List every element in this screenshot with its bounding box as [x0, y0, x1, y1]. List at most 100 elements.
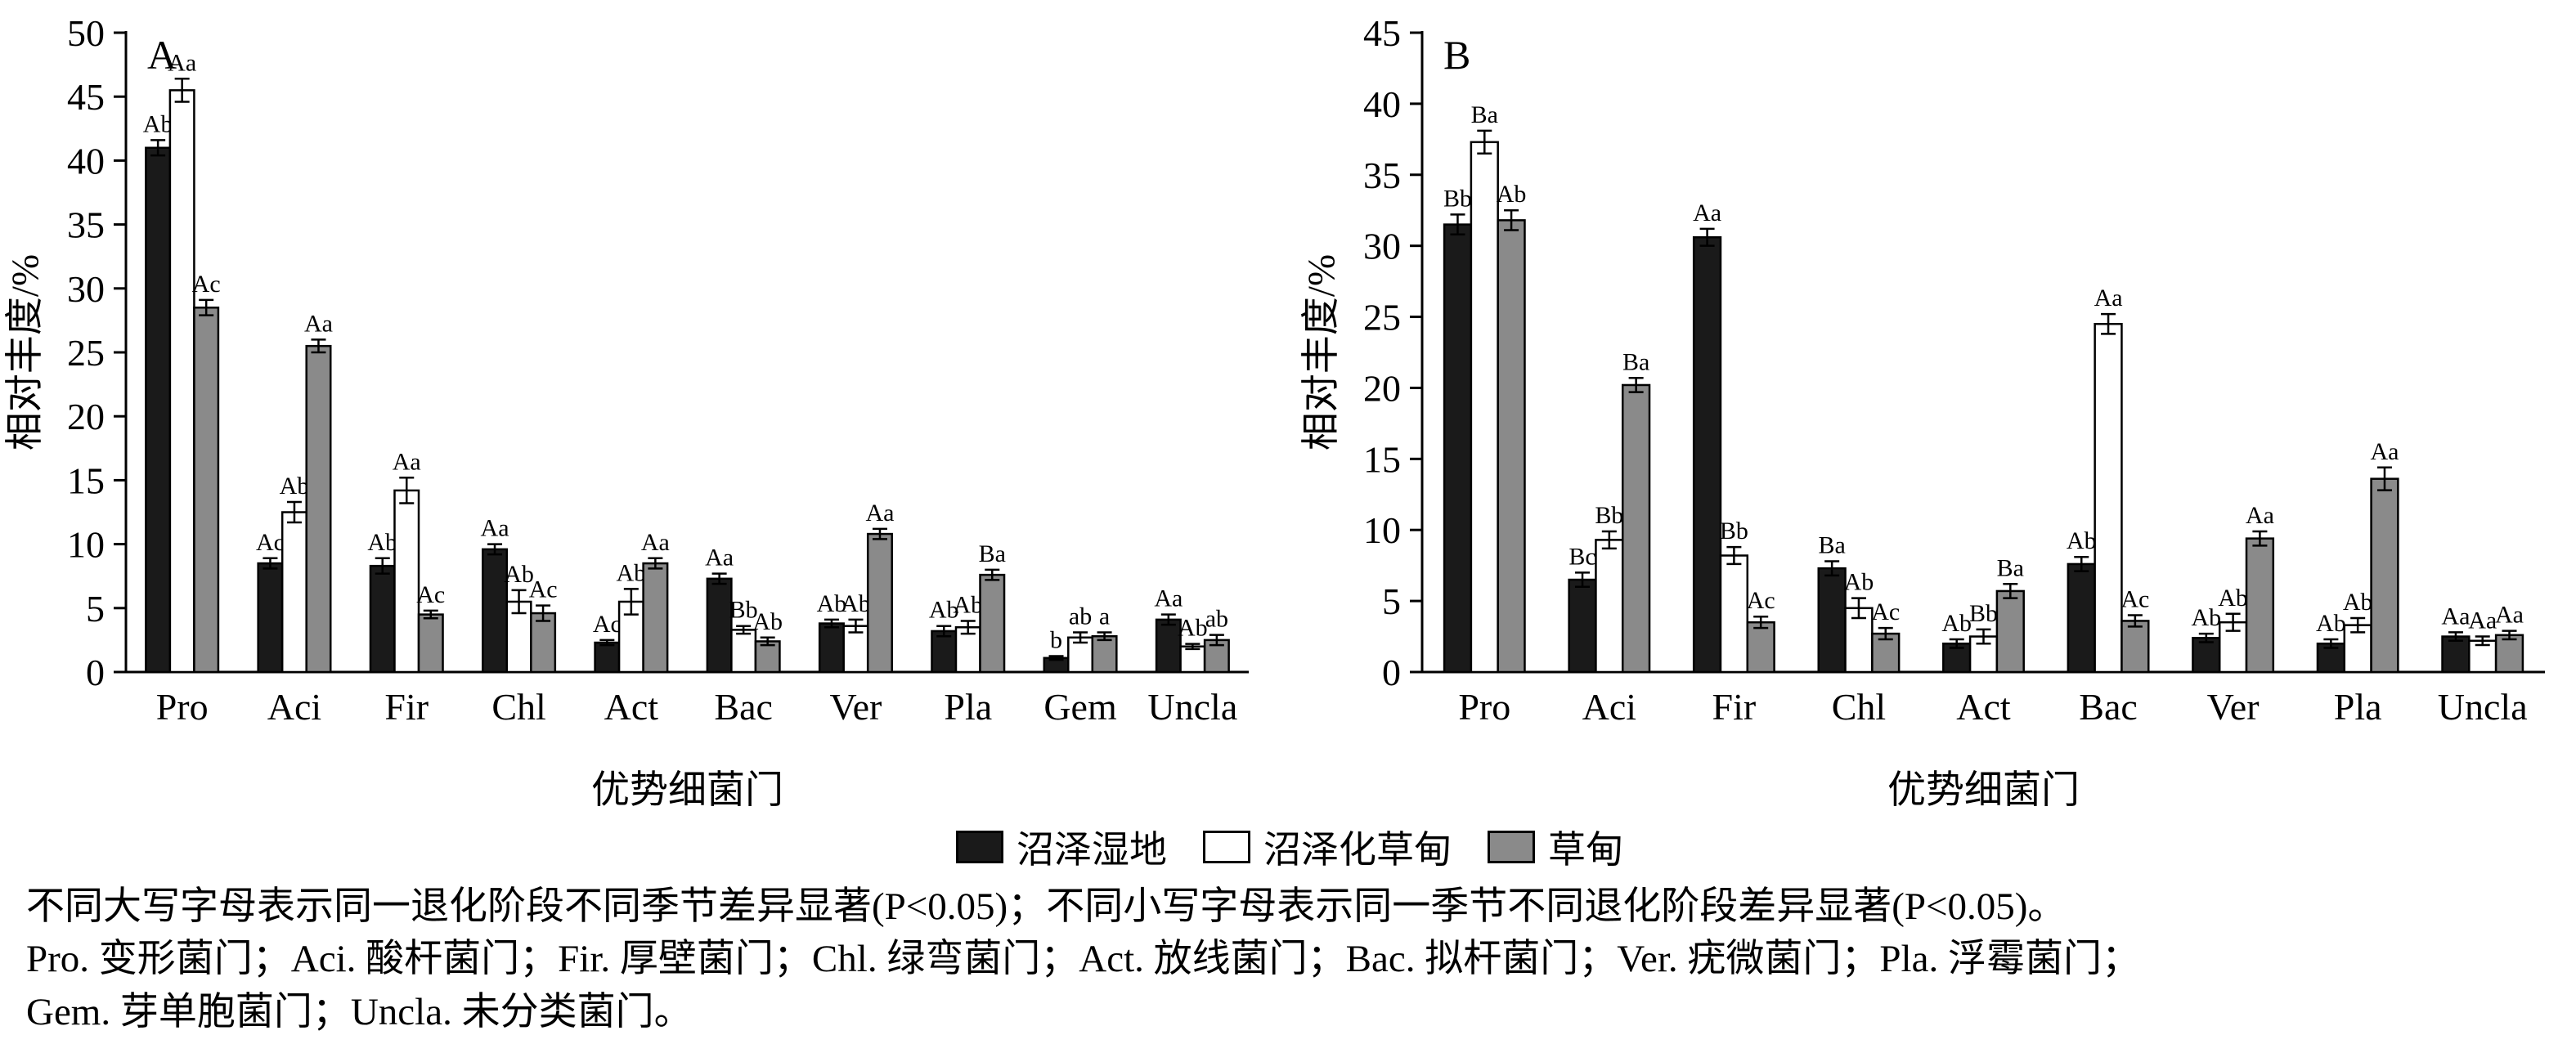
significance-label: Ba — [1818, 531, 1845, 558]
bar — [1692, 235, 1722, 674]
significance-label: Aa — [2370, 438, 2399, 465]
y-axis-title: 相对丰度/% — [4, 254, 47, 450]
panel-label: B — [1443, 32, 1470, 78]
bar — [417, 613, 444, 674]
bar — [257, 562, 284, 674]
x-tick-label: Act — [604, 686, 659, 728]
significance-label: Ab — [1941, 610, 1972, 637]
significance-label: Ab — [2343, 589, 2373, 616]
bar — [818, 622, 845, 674]
significance-label: Ac — [192, 271, 221, 298]
x-tick-label: Pla — [944, 686, 992, 728]
significance-label: Ab — [504, 561, 534, 588]
y-tick-label: 15 — [1363, 438, 1401, 480]
significance-label: Ac — [256, 529, 285, 556]
significance-label: Bb — [1443, 185, 1472, 212]
legend-swatch-marshy-meadow — [1203, 831, 1250, 863]
y-tick-label: 0 — [1382, 652, 1401, 693]
significance-label: Ab — [817, 590, 847, 617]
x-tick-label: Uncla — [1147, 686, 1237, 728]
significance-label: Ab — [1178, 615, 1208, 642]
bar — [1091, 634, 1118, 674]
y-tick-label: 45 — [67, 76, 105, 118]
significance-label: Aa — [2094, 285, 2123, 311]
y-tick-label: 5 — [1382, 580, 1401, 622]
bar — [2094, 322, 2123, 674]
bar — [168, 89, 195, 674]
significance-label: Bb — [1720, 518, 1748, 544]
y-tick-label: 15 — [67, 459, 105, 501]
bar — [1470, 141, 1499, 674]
legend-swatch-meadow — [1488, 831, 1535, 863]
significance-label: Ac — [2120, 585, 2149, 612]
y-tick-label: 10 — [67, 524, 105, 566]
bar — [706, 577, 733, 674]
significance-label: Ba — [1471, 101, 1498, 128]
bar — [2067, 562, 2096, 674]
bar — [1497, 219, 1526, 674]
x-tick-label: Pro — [156, 686, 209, 728]
significance-label: a — [1099, 603, 1110, 630]
significance-label: Ab — [143, 110, 173, 137]
y-tick-label: 25 — [67, 332, 105, 374]
y-tick-label: 25 — [1363, 297, 1401, 338]
legend-item-meadow: 草甸 — [1488, 820, 1623, 874]
bar — [1595, 539, 1624, 674]
chart-panel-b: 0 5 10 15 20 25 30 35 40 45 B 相对丰度/% 优势细菌门 Pro Bb Ba Ab A… — [1299, 5, 2563, 820]
x-axis-title: 优势细菌门 — [1887, 769, 2080, 812]
x-tick-label: Aci — [1582, 686, 1636, 728]
significance-label: Aa — [641, 529, 670, 556]
significance-label: Aa — [393, 448, 421, 475]
y-tick-label: 40 — [67, 140, 105, 181]
significance-label: Ab — [929, 597, 959, 624]
significance-label: Ab — [2067, 527, 2097, 554]
bar — [1179, 645, 1206, 674]
bar — [866, 532, 893, 674]
significance-label: Aa — [1693, 199, 1721, 226]
y-tick-label: 50 — [67, 12, 105, 54]
bar — [1568, 578, 1597, 674]
bar — [642, 562, 669, 674]
significance-label: Bb — [729, 597, 758, 624]
bar — [979, 573, 1006, 674]
y-tick-label: 0 — [86, 652, 105, 693]
caption-line-3: Gem. 芽单胞菌门；Uncla. 未分类菌门。 — [26, 990, 693, 1033]
bar — [1995, 589, 2025, 674]
significance-label: Bb — [1595, 502, 1623, 529]
bar — [2245, 537, 2275, 674]
x-tick-label: Pla — [2334, 686, 2382, 728]
significance-label: Aa — [2468, 607, 2497, 634]
x-tick-label: Pro — [1458, 686, 1510, 728]
y-tick-label: 30 — [1363, 226, 1401, 267]
chart-panel-a: 0 5 10 15 20 25 30 35 40 45 50 A 相对丰度/% 优势细菌门 Pro Ab Aa A… — [3, 5, 1267, 820]
significance-label: ab — [1069, 603, 1092, 630]
significance-label: Aa — [705, 544, 734, 571]
y-tick-label: 20 — [1363, 367, 1401, 409]
bar — [145, 146, 172, 674]
significance-label: Aa — [2246, 502, 2274, 529]
x-tick-label: Ver — [830, 686, 882, 728]
x-tick-label: Fir — [1712, 686, 1757, 728]
x-tick-label: Bac — [2079, 686, 2138, 728]
significance-label: b — [1050, 626, 1062, 653]
charts-row: 0 5 10 15 20 25 30 35 40 45 50 A 相对丰度/% 优势细菌门 Pro Ab Aa A… — [3, 5, 2576, 820]
panel-label: A — [147, 32, 177, 78]
bar — [2494, 634, 2524, 674]
significance-label: Ab — [841, 590, 871, 617]
bar — [1719, 554, 1749, 674]
significance-label: Ab — [280, 473, 310, 500]
significance-label: ab — [1205, 606, 1228, 633]
x-tick-label: Act — [1956, 686, 2011, 728]
significance-label: Ac — [1871, 598, 1900, 625]
x-axis-title: 优势细菌门 — [591, 769, 783, 812]
bar — [2441, 635, 2471, 674]
significance-label: Aa — [168, 49, 196, 76]
significance-label: Ab — [2218, 585, 2248, 612]
significance-label: Aa — [2495, 602, 2524, 629]
y-tick-label: 10 — [1363, 509, 1401, 551]
legend-swatch-marsh — [956, 831, 1003, 863]
significance-label: Ac — [529, 576, 558, 603]
significance-label: Bb — [1969, 600, 1998, 627]
x-tick-label: Chl — [491, 686, 545, 728]
